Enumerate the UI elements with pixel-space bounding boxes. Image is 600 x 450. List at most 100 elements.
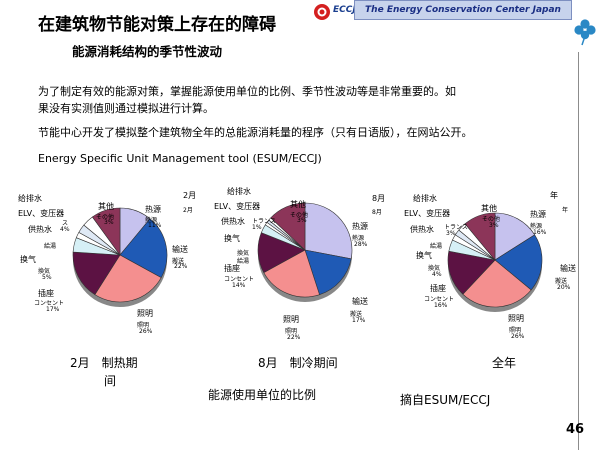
page-title: 在建筑物节能对策上存在的障碍: [38, 15, 276, 35]
pie-slice-插座: [72, 251, 121, 296]
label-chazuo-pct: 14%: [232, 282, 246, 289]
pie-slice-其他: [91, 207, 121, 256]
label-small1: トランス: [252, 218, 276, 225]
label-huanqi: 换气: [416, 251, 432, 260]
caption-ratio: 能源使用单位的比例: [208, 388, 317, 402]
pie-slice-插座: [447, 250, 496, 295]
period-label-small: 2月: [183, 207, 193, 214]
label-zhaoming: 照明: [137, 309, 153, 318]
pie-slice-热源: [494, 212, 536, 261]
period-label: 年: [550, 191, 558, 200]
label-qita-pct: 3%: [297, 217, 307, 224]
label-qita-jp: その他: [482, 216, 501, 223]
label-qita-jp: その他: [96, 214, 115, 221]
label-huanqi-jp: 換気: [237, 250, 250, 257]
label-qita: 其他: [290, 200, 306, 209]
label-zhaoming-jp: 照明: [137, 322, 150, 329]
label-small1: ス: [62, 220, 69, 227]
label-huanqi: 换气: [224, 234, 240, 243]
label-shusong-jp: 搬送: [350, 311, 363, 318]
period-label: 2月: [183, 191, 197, 200]
label-gongpai: 供热水: [221, 217, 245, 226]
side-divider: [578, 52, 579, 450]
label-reyuan-jp: 熱源: [352, 235, 365, 242]
label-elv: ELV、变压器: [18, 209, 65, 218]
label-reyuan-jp: 熱源: [145, 217, 158, 224]
label-qita-pct: 3%: [489, 222, 499, 229]
label-shusong: 输送: [560, 264, 576, 273]
paragraph-2: 节能中心开发了模拟整个建筑物全年的总能源消耗量的程序（只有日语版），在网站公开。: [38, 126, 473, 139]
label-reyuan: 热源: [530, 210, 546, 219]
source-note: 摘自ESUM/ECCJ: [400, 393, 491, 407]
label-shusong: 输送: [352, 297, 368, 306]
label-reyuan: 热源: [352, 222, 368, 231]
period-label: 8月: [372, 194, 386, 203]
label-qita: 其他: [98, 202, 114, 211]
pie-slice-照明: [462, 259, 532, 308]
label-zhaoming: 照明: [508, 314, 524, 323]
label-shusong-pct: 22%: [174, 263, 188, 270]
label-small2: 4%: [60, 226, 70, 233]
pie-slice-照明: [94, 254, 162, 303]
label-chazuo-jp: コンセント: [424, 296, 455, 303]
org-banner: The Energy Conservation Center Japan: [354, 0, 572, 20]
label-chazuo-jp: コンセント: [34, 300, 65, 307]
label-huanqi-jp: 換気: [428, 265, 441, 272]
caption-february-line2: 间: [104, 374, 117, 388]
label-shusong-pct: 17%: [352, 317, 366, 324]
label-chazuo-pct: 16%: [434, 302, 448, 309]
label-gpy: 给排水: [413, 194, 437, 203]
pie-slice-输送: [304, 249, 352, 296]
period-label-small: 年: [562, 207, 569, 214]
period-label-small: 8月: [372, 209, 382, 216]
pie-chart-february: [72, 207, 168, 307]
caption-february: 2月 制热期: [70, 356, 138, 370]
label-qita: 其他: [481, 204, 497, 213]
label-shusong-jp: 搬送: [555, 278, 568, 285]
pie-slice-热源: [304, 202, 353, 260]
clover-icon: [574, 19, 596, 46]
caption-annual: 全年: [492, 356, 517, 370]
label-huanqi-pct: 5%: [42, 274, 52, 281]
label-zhaoming-jp: 照明: [509, 327, 522, 334]
label-shusong-pct: 20%: [557, 284, 571, 291]
pie-chart-august: [257, 202, 353, 302]
label-chazuo: 插座: [224, 264, 240, 273]
pie-slice-照明: [263, 249, 320, 298]
label-huanqi-pct: 4%: [432, 271, 442, 278]
label-reyuan-pct: 28%: [354, 241, 368, 248]
label-reyuan-pct: 16%: [533, 229, 547, 236]
label-small1: トランス: [444, 224, 468, 231]
page-subtitle: 能源消耗结构的季节性波动: [72, 44, 223, 59]
label-chazuo-pct: 17%: [46, 306, 60, 313]
label-reyuan-jp: 熱源: [530, 223, 543, 230]
label-gongpai: 供热水: [410, 225, 434, 234]
label-chazuo: 插座: [430, 284, 446, 293]
pie-slice-输送: [494, 234, 543, 291]
label-zhaoming-pct: 22%: [287, 334, 301, 341]
logo-text: ECCJ: [333, 5, 356, 15]
label-gpy: 给排水: [18, 194, 42, 203]
label-zhaoming-pct: 26%: [139, 328, 153, 335]
label-reyuan: 热源: [145, 205, 161, 214]
label-shusong-jp: 搬送: [172, 258, 185, 265]
tool-name: Energy Specific Unit Management tool (ES…: [38, 152, 322, 165]
pie-slice-其他: [464, 212, 496, 261]
label-geishui: 給湯: [44, 243, 57, 250]
paragraph-1-line-1: 为了制定有效的能源对策，掌握能源使用单位的比例、季节性波动等是非常重要的。如: [38, 85, 456, 98]
pie-slice-输送: [119, 218, 168, 279]
label-shusong: 输送: [172, 245, 188, 254]
caption-august: 8月 制冷期间: [258, 356, 338, 370]
label-chazuo: 插座: [38, 289, 54, 298]
label-geishui: 給湯: [237, 258, 250, 265]
label-zhaoming-pct: 26%: [511, 333, 525, 340]
label-elv: ELV、变压器: [214, 202, 261, 211]
label-chazuo-jp: コンセント: [224, 276, 255, 283]
label-small2: 3%: [446, 230, 456, 237]
pie-chart-annual: [447, 212, 543, 312]
label-gpy: 给排水: [227, 187, 251, 196]
eccj-logo-icon: [314, 4, 330, 20]
label-qita-jp: その他: [290, 212, 309, 219]
label-huanqi: 换气: [20, 255, 36, 264]
label-geishui: 給湯: [430, 243, 443, 250]
